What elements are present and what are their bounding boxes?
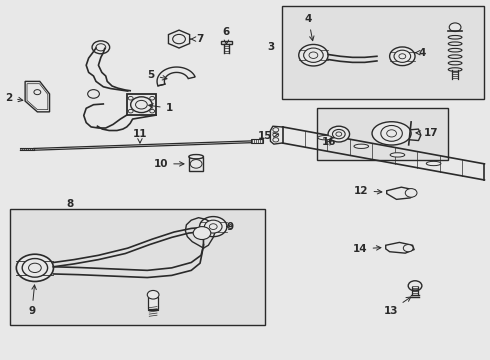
Circle shape: [147, 291, 159, 299]
Circle shape: [299, 44, 328, 66]
Text: 7: 7: [191, 34, 204, 44]
Circle shape: [309, 52, 318, 58]
Circle shape: [273, 138, 279, 142]
Circle shape: [22, 258, 48, 277]
Circle shape: [304, 48, 323, 62]
Circle shape: [390, 47, 415, 66]
Text: 14: 14: [353, 244, 381, 254]
Circle shape: [328, 126, 349, 142]
Circle shape: [190, 159, 202, 168]
Circle shape: [150, 96, 155, 100]
Bar: [127, 94, 156, 115]
Circle shape: [405, 189, 417, 197]
Circle shape: [136, 100, 147, 109]
Text: 9: 9: [28, 285, 36, 316]
Polygon shape: [386, 242, 414, 253]
Ellipse shape: [189, 154, 203, 159]
Text: 12: 12: [354, 186, 382, 196]
Circle shape: [128, 96, 133, 100]
Circle shape: [387, 130, 396, 137]
Text: 4: 4: [305, 14, 314, 41]
Polygon shape: [157, 67, 195, 86]
Circle shape: [16, 254, 53, 282]
Circle shape: [449, 23, 461, 32]
Text: 6: 6: [223, 27, 230, 44]
Text: 2: 2: [5, 93, 23, 103]
Text: 11: 11: [133, 129, 147, 143]
Circle shape: [273, 128, 279, 132]
Text: 17: 17: [416, 129, 438, 138]
Circle shape: [204, 220, 222, 233]
Bar: [148, 297, 158, 309]
Text: 1: 1: [148, 103, 173, 113]
Bar: [10, 209, 265, 325]
Text: 5: 5: [147, 70, 167, 80]
Text: 9: 9: [226, 222, 234, 231]
Circle shape: [34, 90, 41, 95]
Text: 4: 4: [415, 48, 425, 58]
Bar: [189, 157, 203, 171]
Text: 15: 15: [258, 131, 278, 141]
Text: 3: 3: [267, 42, 274, 52]
Circle shape: [150, 109, 155, 113]
Polygon shape: [387, 187, 416, 199]
Circle shape: [96, 44, 106, 51]
Ellipse shape: [426, 161, 441, 166]
Circle shape: [193, 226, 211, 239]
Text: 10: 10: [154, 159, 184, 169]
Text: 8: 8: [67, 199, 74, 210]
Circle shape: [403, 244, 413, 252]
Ellipse shape: [354, 144, 368, 148]
Bar: [220, 41, 232, 44]
Ellipse shape: [318, 135, 332, 140]
Polygon shape: [169, 30, 190, 48]
Polygon shape: [27, 84, 48, 110]
Bar: [251, 139, 263, 143]
Circle shape: [131, 97, 152, 113]
Ellipse shape: [390, 153, 405, 157]
Circle shape: [394, 50, 411, 62]
Polygon shape: [25, 81, 49, 112]
Circle shape: [336, 132, 342, 136]
Bar: [282, 6, 485, 99]
Circle shape: [128, 109, 133, 113]
Bar: [318, 108, 448, 160]
Circle shape: [332, 130, 345, 139]
Circle shape: [408, 281, 422, 291]
Circle shape: [209, 224, 217, 229]
Circle shape: [88, 90, 99, 98]
Circle shape: [381, 126, 402, 141]
Circle shape: [28, 263, 41, 273]
Ellipse shape: [372, 122, 411, 145]
Text: 13: 13: [383, 297, 411, 316]
Circle shape: [172, 35, 185, 44]
Circle shape: [199, 217, 227, 237]
Circle shape: [399, 54, 406, 59]
Circle shape: [92, 41, 110, 54]
Text: 16: 16: [322, 138, 337, 147]
Circle shape: [273, 133, 279, 137]
